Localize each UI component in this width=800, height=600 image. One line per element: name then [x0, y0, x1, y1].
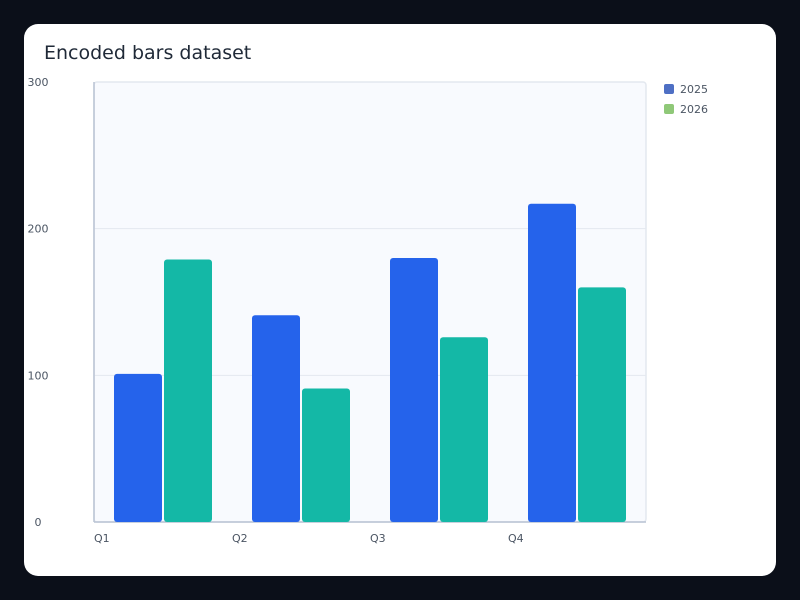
- bar-2025-Q2: [252, 315, 300, 522]
- legend-label-2026: 2026: [680, 103, 708, 116]
- y-tick-label: 0: [35, 516, 42, 529]
- legend-swatch-2026: [664, 104, 674, 114]
- y-tick-label: 100: [28, 369, 49, 382]
- bar-2026-Q4: [578, 287, 626, 522]
- bar-2025-Q3: [390, 258, 438, 522]
- x-tick-label: Q2: [232, 532, 248, 545]
- chart-title: Encoded bars dataset: [44, 42, 252, 64]
- bar-2025-Q1: [114, 373, 162, 522]
- bar-2026-Q1: [164, 259, 212, 522]
- legend-swatch-2025: [664, 84, 674, 94]
- x-tick-label: Q1: [94, 532, 110, 545]
- y-tick-label: 200: [28, 223, 49, 236]
- chart-card: Encoded bars dataset 0 100 200 300 Q1 Q2 Q3 Q4 2…: [24, 24, 776, 576]
- legend-label-2025: 2025: [680, 83, 708, 96]
- bar-2025-Q4: [528, 203, 576, 522]
- bar-2026-Q2: [302, 388, 350, 522]
- bar-chart: 0 100 200 300 Q1 Q2 Q3 Q4 2025 2026: [28, 76, 709, 545]
- x-tick-label: Q4: [508, 532, 524, 545]
- bar-2026-Q3: [440, 337, 488, 522]
- x-tick-label: Q3: [370, 532, 386, 545]
- y-tick-label: 300: [28, 76, 49, 89]
